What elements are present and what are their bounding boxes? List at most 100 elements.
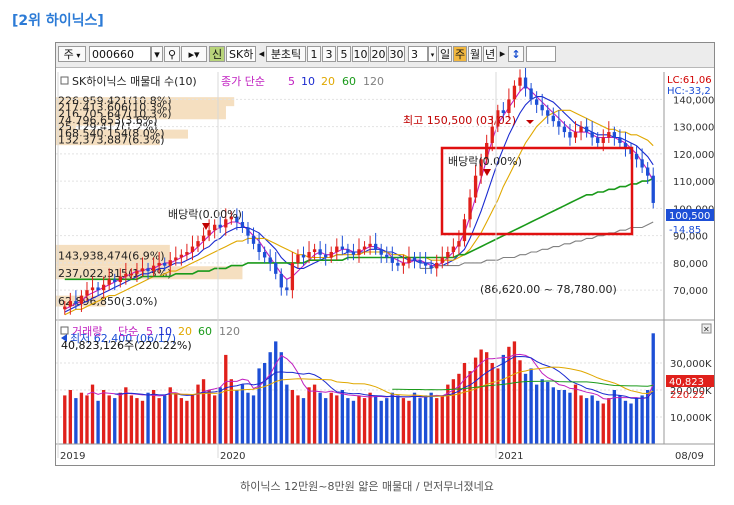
volume-bar xyxy=(268,352,272,444)
volume-bar xyxy=(485,352,489,444)
current-price-box xyxy=(666,209,714,221)
month-button[interactable]: 월 xyxy=(468,46,482,62)
volume-ma-120: 120 xyxy=(219,325,240,338)
candle-body xyxy=(507,99,511,113)
next-price-label: -14.85 xyxy=(669,225,701,236)
interval-3-button[interactable]: 3 xyxy=(322,46,336,62)
candle-body xyxy=(224,219,228,228)
volume-bar xyxy=(457,373,461,444)
period-select[interactable]: 주 ▾ xyxy=(58,46,86,62)
interval-1-button[interactable]: 1 xyxy=(307,46,321,62)
volume-bar xyxy=(446,384,450,444)
x-tick-label: 08/09 xyxy=(675,451,704,462)
volume-bar xyxy=(346,398,350,444)
volume-bar xyxy=(440,395,444,444)
stock-code-input[interactable]: 000660 xyxy=(89,46,151,62)
updown-arrow-icon[interactable]: ↕ xyxy=(508,46,524,62)
speaker-icon[interactable]: ▸▾ xyxy=(181,46,207,62)
interval-30-button[interactable]: 30 xyxy=(388,46,405,62)
volume-bar xyxy=(174,392,178,444)
candle-body xyxy=(174,257,178,261)
price-ma-5: 5 xyxy=(288,75,295,88)
volume-ma-5: 5 xyxy=(146,325,153,338)
candle-body xyxy=(268,257,272,263)
candle-body xyxy=(113,279,117,282)
candle-body xyxy=(540,104,544,111)
volume-bar xyxy=(385,398,389,444)
volume-bar xyxy=(201,379,206,444)
week-button[interactable]: 주 xyxy=(453,46,467,62)
volume-tick-label: 20,000K xyxy=(670,386,712,397)
interval-20-button[interactable]: 20 xyxy=(370,46,387,62)
volume-profile-bar xyxy=(56,123,76,133)
candle-body xyxy=(457,241,461,247)
volume-bar xyxy=(584,398,589,444)
close-icon[interactable]: ✕ xyxy=(703,325,710,334)
candle-body xyxy=(385,254,389,258)
volume-profile-label: 132,373,887(6.3%) xyxy=(58,133,165,146)
candle-body xyxy=(340,246,345,250)
candle-body xyxy=(401,262,406,266)
chevron-down-icon[interactable]: ▾ xyxy=(151,46,163,62)
interval-5-button[interactable]: 5 xyxy=(337,46,351,62)
candle-body xyxy=(301,254,306,258)
volume-bar xyxy=(640,395,644,444)
candle-body xyxy=(246,227,250,236)
volume-bar xyxy=(379,400,383,444)
left-arrow-icon[interactable]: ◂ xyxy=(258,47,265,60)
volume-bar xyxy=(168,387,172,444)
candle-body xyxy=(318,249,322,255)
candle-body xyxy=(496,110,500,127)
chart-toolbar: 주 ▾ 000660 ▾ ⚲ ▸▾ 신 SK하 ◂ 분초틱 1 3 5 10 2… xyxy=(56,43,714,68)
interval-10-button[interactable]: 10 xyxy=(352,46,369,62)
candle-body xyxy=(590,132,594,138)
legend-marker-icon xyxy=(60,326,69,335)
volume-bar xyxy=(401,398,406,444)
candle-body xyxy=(568,132,572,138)
volume-bar xyxy=(568,392,572,444)
extra-input[interactable] xyxy=(526,46,556,62)
volume-bar xyxy=(396,395,400,444)
candle-body xyxy=(185,252,189,255)
new-button[interactable]: 신 xyxy=(209,46,225,62)
volume-bar xyxy=(557,390,561,444)
stock-name-field[interactable]: SK하 xyxy=(226,46,256,62)
candle-body xyxy=(485,142,489,160)
volume-bar xyxy=(179,398,184,444)
minute-tick-button[interactable]: 분초틱 xyxy=(266,46,306,62)
candle-body xyxy=(640,159,644,168)
volume-bar xyxy=(512,341,517,444)
year-button[interactable]: 년 xyxy=(483,46,497,62)
high-arrow-icon xyxy=(526,120,534,124)
volume-bar xyxy=(423,395,428,444)
candle-body xyxy=(279,273,283,288)
panel-close-icon[interactable] xyxy=(701,323,712,334)
day-button[interactable]: 일 xyxy=(438,46,452,62)
candle-body xyxy=(274,262,278,274)
search-icon[interactable]: ⚲ xyxy=(164,46,180,62)
volume-bar xyxy=(607,398,611,444)
volume-bar xyxy=(124,387,128,444)
volume-bar xyxy=(146,392,150,444)
volume-current-label: 40,823 xyxy=(669,377,704,388)
candle-body xyxy=(612,132,617,138)
dividend-arrow-icon xyxy=(483,169,491,176)
volume-bar xyxy=(163,395,167,444)
volume-profile-bar xyxy=(56,129,188,139)
chevron-down-icon[interactable]: ▾ xyxy=(428,46,437,62)
volume-bar xyxy=(534,384,539,444)
volume-bar xyxy=(573,384,578,444)
candle-body xyxy=(157,262,161,266)
x-tick-label: 2021 xyxy=(498,451,523,462)
price-tick-label: 110,000 xyxy=(673,177,714,188)
candle-body xyxy=(557,121,561,127)
right-arrow-icon[interactable]: ▸ xyxy=(499,47,506,60)
candle-body xyxy=(373,243,378,250)
volume-bar xyxy=(429,392,433,444)
count-input[interactable]: 3 xyxy=(408,46,428,62)
price-tick-label: 70,000 xyxy=(673,286,708,297)
candle-body xyxy=(90,287,95,291)
candlesticks xyxy=(63,68,655,315)
volume-bar xyxy=(501,354,506,444)
candle-body xyxy=(85,290,89,296)
